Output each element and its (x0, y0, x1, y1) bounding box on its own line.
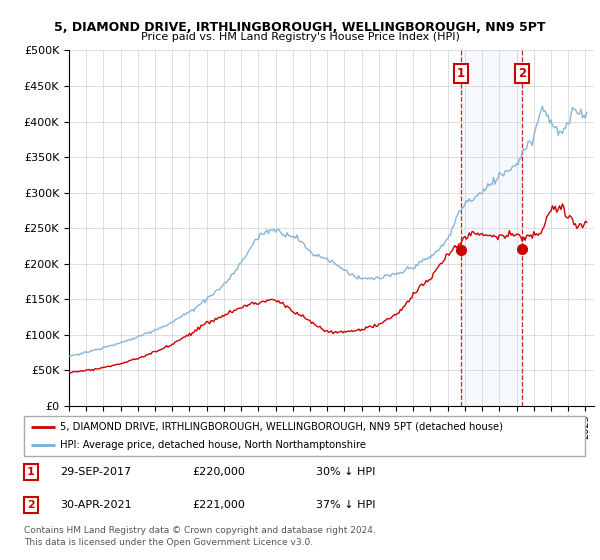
Text: £221,000: £221,000 (192, 500, 245, 510)
Text: 30-APR-2021: 30-APR-2021 (61, 500, 132, 510)
Text: 2: 2 (27, 500, 35, 510)
Text: 30% ↓ HPI: 30% ↓ HPI (316, 467, 375, 477)
Text: HPI: Average price, detached house, North Northamptonshire: HPI: Average price, detached house, Nort… (61, 440, 367, 450)
Text: Price paid vs. HM Land Registry's House Price Index (HPI): Price paid vs. HM Land Registry's House … (140, 32, 460, 42)
Text: 1: 1 (27, 467, 35, 477)
Text: 37% ↓ HPI: 37% ↓ HPI (316, 500, 375, 510)
Text: This data is licensed under the Open Government Licence v3.0.: This data is licensed under the Open Gov… (24, 539, 313, 548)
Text: 1: 1 (457, 67, 464, 80)
Text: 29-SEP-2017: 29-SEP-2017 (61, 467, 131, 477)
Text: Contains HM Land Registry data © Crown copyright and database right 2024.: Contains HM Land Registry data © Crown c… (24, 526, 376, 535)
Text: £220,000: £220,000 (192, 467, 245, 477)
FancyBboxPatch shape (24, 416, 585, 456)
Text: 5, DIAMOND DRIVE, IRTHLINGBOROUGH, WELLINGBOROUGH, NN9 5PT (detached house): 5, DIAMOND DRIVE, IRTHLINGBOROUGH, WELLI… (61, 422, 503, 432)
Text: 2: 2 (518, 67, 526, 80)
Bar (461, 50, 522, 406)
Text: 5, DIAMOND DRIVE, IRTHLINGBOROUGH, WELLINGBOROUGH, NN9 5PT: 5, DIAMOND DRIVE, IRTHLINGBOROUGH, WELLI… (54, 21, 546, 34)
